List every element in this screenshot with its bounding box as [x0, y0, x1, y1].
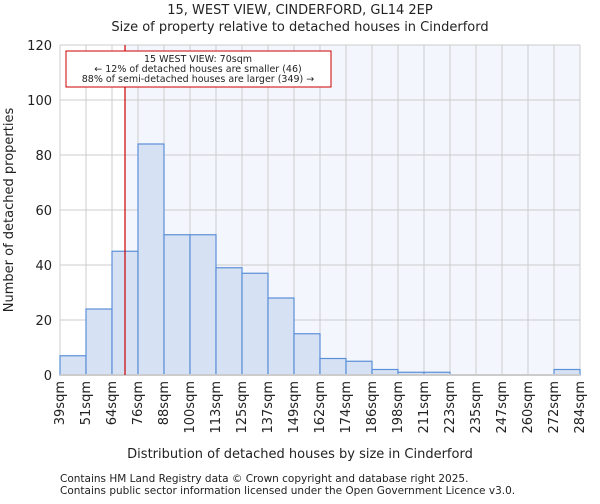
histogram-bar [189, 234, 217, 376]
y-tick-label: 120 [27, 39, 52, 54]
histogram-bar [215, 267, 243, 376]
x-axis-label: Distribution of detached houses by size … [127, 447, 473, 462]
chart-title: 15, WEST VIEW, CINDERFORD, GL14 2EP [167, 3, 433, 18]
x-tick-label: 39sqm [53, 381, 68, 425]
x-tick-label: 198sqm [391, 381, 406, 434]
x-tick-label: 272sqm [547, 381, 562, 434]
x-tick-label: 247sqm [495, 381, 510, 434]
x-tick-label: 137sqm [261, 381, 276, 434]
annotation-line: 88% of semi-detached houses are larger (… [82, 74, 315, 85]
histogram-bar [319, 357, 347, 376]
y-tick-label: 40 [35, 259, 52, 274]
x-tick-label: 125sqm [235, 381, 250, 434]
x-tick-label: 211sqm [417, 381, 432, 434]
footer-line-1: Contains HM Land Registry data © Crown c… [60, 473, 468, 485]
x-tick-label: 223sqm [443, 381, 458, 434]
histogram-bar [163, 234, 191, 376]
x-tick-label: 88sqm [157, 381, 172, 425]
histogram-bar [267, 297, 295, 376]
histogram-bar [59, 355, 87, 376]
annotation-line: 15 WEST VIEW: 70sqm [144, 54, 252, 65]
x-tick-label: 186sqm [365, 381, 380, 434]
x-tick-label: 149sqm [287, 381, 302, 434]
histogram-bar [241, 272, 269, 376]
footer-line-2: Contains public sector information licen… [60, 485, 515, 497]
x-tick-label: 76sqm [131, 381, 146, 425]
x-tick-label: 100sqm [183, 381, 198, 434]
y-tick-label: 0 [44, 369, 52, 384]
x-tick-label: 235sqm [469, 381, 484, 434]
x-tick-label: 162sqm [313, 381, 328, 434]
x-tick-label: 260sqm [521, 381, 536, 434]
annotation-box [65, 50, 332, 88]
histogram-bar [85, 308, 113, 376]
chart-subtitle: Size of property relative to detached ho… [111, 20, 488, 35]
y-tick-label: 60 [35, 204, 52, 219]
x-tick-label: 284sqm [573, 381, 588, 434]
y-tick-label: 100 [27, 94, 52, 109]
y-tick-label: 80 [35, 149, 52, 164]
x-tick-label: 113sqm [209, 381, 224, 434]
histogram-bar [293, 333, 321, 376]
histogram-bar [345, 360, 373, 376]
annotation-line: ← 12% of detached houses are smaller (46… [94, 64, 301, 75]
x-tick-label: 64sqm [105, 381, 120, 425]
x-tick-label: 174sqm [339, 381, 354, 434]
x-tick-label: 51sqm [79, 381, 94, 425]
y-tick-label: 20 [35, 314, 52, 329]
histogram-bar [137, 143, 165, 376]
y-axis-label: Number of detached properties [2, 108, 17, 313]
